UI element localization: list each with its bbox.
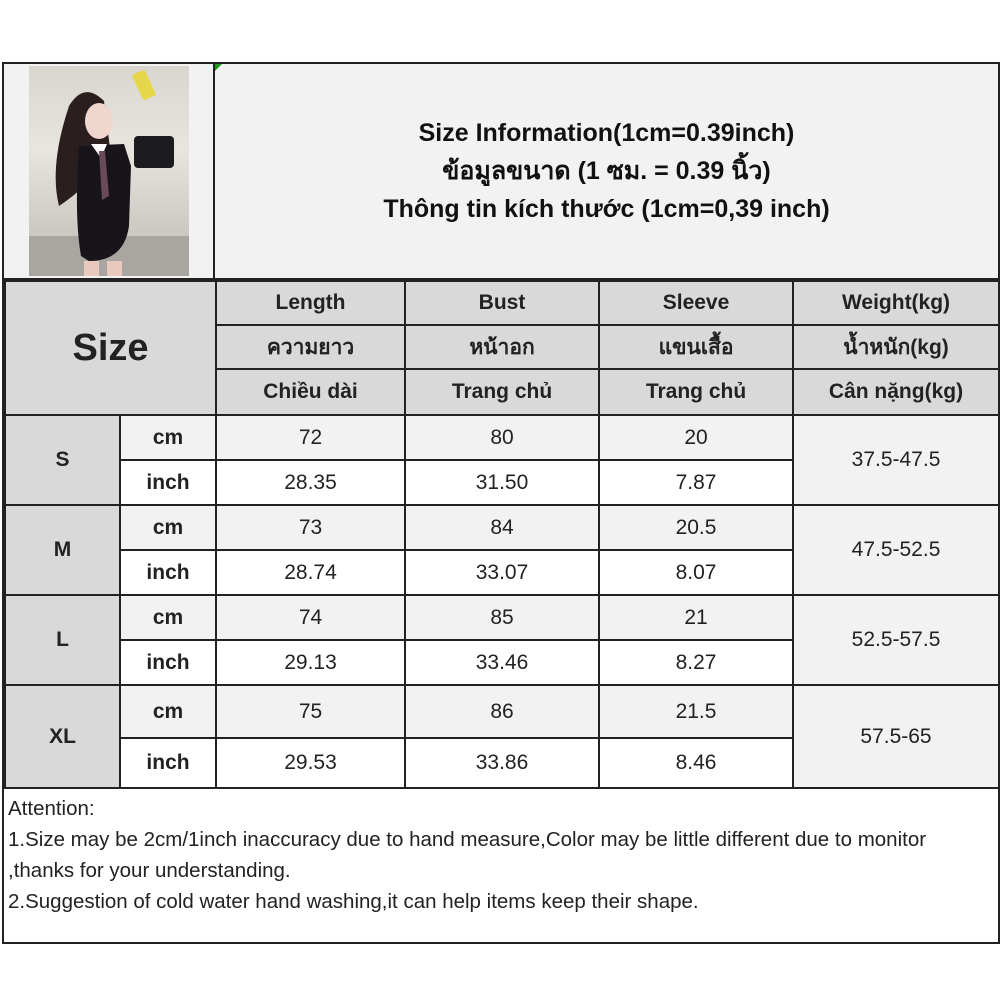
size-label: XL bbox=[4, 684, 121, 789]
measurement-cell: 20.5 bbox=[598, 504, 795, 551]
size-label: S bbox=[4, 414, 121, 506]
header-weight-vi: Cân nặng(kg) bbox=[792, 368, 1001, 416]
measurement-cell: 20 bbox=[598, 414, 795, 461]
header-bust-vi: Trang chủ bbox=[404, 368, 601, 416]
table-row: inch 28.74 33.07 8.07 bbox=[5, 549, 999, 596]
unit-label: cm bbox=[118, 684, 218, 739]
header-sleeve-th: แขนเสื้อ bbox=[598, 324, 795, 370]
title-cell: Size Information(1cm=0.39inch) ข้อมูลขนา… bbox=[215, 64, 998, 278]
table-row: XL cm 75 86 21.5 57.5-65 bbox=[4, 684, 1001, 789]
measurement-cell: 21.5 bbox=[598, 684, 795, 739]
measurement-cell: 28.74 bbox=[215, 549, 407, 596]
unit-label: cm bbox=[118, 414, 218, 461]
header-length-en: Length bbox=[215, 280, 407, 326]
measurement-cell: 8.27 bbox=[598, 639, 795, 686]
measurement-cell: 33.07 bbox=[404, 549, 601, 596]
notes: Attention: 1.Size may be 2cm/1inch inacc… bbox=[4, 789, 998, 942]
unit-label: inch bbox=[118, 459, 218, 506]
measurement-cell: 74 bbox=[215, 594, 407, 641]
size-label: M bbox=[4, 504, 121, 596]
product-photo-cell bbox=[4, 64, 215, 278]
unit-label: inch bbox=[118, 639, 218, 686]
measurement-cell: 85 bbox=[404, 594, 601, 641]
unit-label: cm bbox=[118, 504, 218, 551]
weight-range: 57.5-65 bbox=[792, 684, 1001, 789]
measurement-cell: 33.86 bbox=[404, 737, 601, 789]
measurement-cell: 31.50 bbox=[404, 459, 601, 506]
title-thai: ข้อมูลขนาด (1 ซม. = 0.39 นิ้ว) bbox=[442, 157, 771, 185]
chart-header: Size Information(1cm=0.39inch) ข้อมูลขนา… bbox=[4, 64, 998, 280]
header-bust-th: หน้าอก bbox=[404, 324, 601, 370]
measurement-cell: 80 bbox=[404, 414, 601, 461]
measurement-cell: 72 bbox=[215, 414, 407, 461]
table-row: inch 29.13 33.46 8.27 bbox=[5, 639, 999, 686]
measurement-cell: 8.07 bbox=[598, 549, 795, 596]
measurement-cell: 86 bbox=[404, 684, 601, 739]
note-2: 2.Suggestion of cold water hand washing,… bbox=[8, 890, 699, 913]
weight-range: 52.5-57.5 bbox=[792, 594, 1001, 686]
measurement-cell: 28.35 bbox=[215, 459, 407, 506]
measurement-cell: 84 bbox=[404, 504, 601, 551]
size-label: L bbox=[4, 594, 121, 686]
measurement-cell: 21 bbox=[598, 594, 795, 641]
header-weight-th: น้ำหนัก(kg) bbox=[792, 324, 1001, 370]
unit-label: inch bbox=[118, 549, 218, 596]
notes-heading: Attention: bbox=[8, 797, 95, 820]
table-row: inch 28.35 31.50 7.87 bbox=[5, 459, 999, 506]
header-sleeve-en: Sleeve bbox=[598, 280, 795, 326]
measurement-cell: 29.53 bbox=[215, 737, 407, 789]
unit-label: inch bbox=[118, 737, 218, 789]
table-row: inch 29.53 33.86 8.46 bbox=[5, 737, 999, 789]
measurement-cell: 7.87 bbox=[598, 459, 795, 506]
measurement-cell: 73 bbox=[215, 504, 407, 551]
measurement-cell: 33.46 bbox=[404, 639, 601, 686]
header-bust-en: Bust bbox=[404, 280, 601, 326]
weight-range: 47.5-52.5 bbox=[792, 504, 1001, 596]
title-english: Size Information(1cm=0.39inch) bbox=[418, 119, 795, 147]
title-vietnamese: Thông tin kích thước (1cm=0,39 inch) bbox=[383, 195, 830, 223]
note-1: 1.Size may be 2cm/1inch inaccuracy due t… bbox=[8, 828, 927, 882]
size-header: Size bbox=[3, 280, 218, 416]
size-chart: Size Information(1cm=0.39inch) ข้อมูลขนา… bbox=[2, 62, 1001, 944]
unit-label: cm bbox=[118, 594, 218, 641]
header-sleeve-vi: Trang chủ bbox=[598, 368, 795, 416]
measurement-cell: 75 bbox=[215, 684, 407, 739]
weight-range: 37.5-47.5 bbox=[792, 414, 1001, 506]
header-length-th: ความยาว bbox=[215, 324, 407, 370]
product-photo bbox=[29, 66, 189, 276]
measurement-cell: 8.46 bbox=[598, 737, 795, 789]
header-length-vi: Chiều dài bbox=[215, 368, 407, 416]
measurement-cell: 29.13 bbox=[215, 639, 407, 686]
header-weight-en: Weight(kg) bbox=[792, 280, 1001, 326]
cell-marker-icon bbox=[215, 64, 222, 71]
size-table: Size Length Bust Sleeve Weight(kg) ความย… bbox=[3, 280, 1001, 789]
